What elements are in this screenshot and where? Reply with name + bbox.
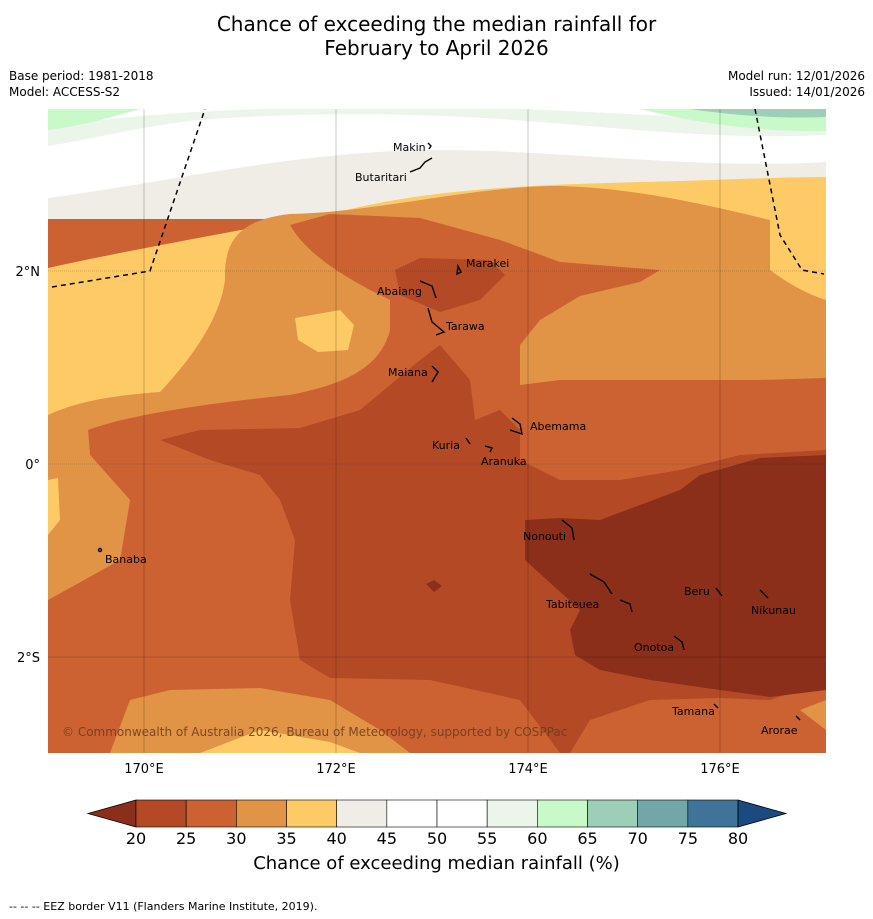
contour-35-40-sw xyxy=(48,478,60,535)
colorbar-tick-label: 75 xyxy=(678,829,698,848)
colorbar-tick-label: 50 xyxy=(427,829,447,848)
y-tick-label: 2°N xyxy=(16,265,41,280)
colorbar-tick-label: 65 xyxy=(577,829,597,848)
contour-35-40-south xyxy=(200,730,360,753)
contour-30-35-south xyxy=(110,688,410,753)
colorbar-tick-label: 40 xyxy=(326,829,346,848)
colorbar-tick-label: 55 xyxy=(477,829,497,848)
colorbar: 20 25 30 35 40 45 50 55 60 65 70 75 80 xyxy=(86,799,788,848)
colorbar-segment xyxy=(637,799,689,828)
contour-30-35-sw xyxy=(48,425,130,600)
contour-25-30-se xyxy=(570,690,826,753)
title-line-2: February to April 2026 xyxy=(324,36,549,60)
x-tick-label: 176°E xyxy=(700,762,740,777)
place-label: Tarawa xyxy=(445,320,485,333)
colorbar-title: Chance of exceeding median rainfall (%) xyxy=(253,853,620,874)
colorbar-segment xyxy=(436,799,488,828)
colorbar-tick-label: 35 xyxy=(276,829,296,848)
x-tick-label: 172°E xyxy=(316,762,356,777)
contour-50-55-north xyxy=(48,109,826,198)
place-label: Nonouti xyxy=(523,530,566,543)
colorbar-tick-label: 60 xyxy=(527,829,547,848)
contour-30-35-east xyxy=(555,272,826,392)
rainfall-probability-contours: Makin Butaritari Marakei Abaiang Tarawa … xyxy=(48,109,826,753)
colorbar-segment xyxy=(135,799,187,828)
colorbar-tick-label: 25 xyxy=(176,829,196,848)
colorbar-segment xyxy=(336,799,388,828)
colorbar-arrow-high xyxy=(737,799,788,828)
colorbar-tick-label: 70 xyxy=(627,829,647,848)
y-tick-label: 0° xyxy=(25,458,40,473)
chart-title: Chance of exceeding the median rainfall … xyxy=(0,12,873,60)
y-tick-label: 2°S xyxy=(17,651,40,666)
eez-legend-note: -- -- -- EEZ border V11 (Flanders Marine… xyxy=(9,900,318,913)
colorbar-segment xyxy=(185,799,237,828)
colorbar-segment xyxy=(587,799,638,828)
place-label: Arorae xyxy=(761,724,798,737)
y-axis-ticks: 2°N 0° 2°S xyxy=(16,265,41,666)
place-label: Abaiang xyxy=(377,285,422,298)
contour-35-40-island xyxy=(295,310,354,352)
place-label: Onotoa xyxy=(634,641,674,654)
place-label: Banaba xyxy=(105,553,147,566)
colorbar-segment xyxy=(286,799,337,828)
contour-65-70-ne xyxy=(690,109,826,118)
place-label: Abemama xyxy=(530,420,586,433)
copyright-notice: © Commonwealth of Australia 2026, Bureau… xyxy=(62,725,567,739)
place-label: Makin xyxy=(393,141,426,154)
colorbar-tick-label: 45 xyxy=(377,829,397,848)
contour-55-60-north xyxy=(48,109,826,146)
place-label: Aranuka xyxy=(481,455,527,468)
contour-60-65-nw xyxy=(48,109,140,130)
colorbar-segment xyxy=(687,799,739,828)
place-label: Tamana xyxy=(671,705,715,718)
colorbar-segment xyxy=(537,799,588,828)
place-label: Kuria xyxy=(432,439,460,452)
place-labels: Makin Butaritari Marakei Abaiang Tarawa … xyxy=(105,141,798,737)
place-label: Maiana xyxy=(388,366,428,379)
place-label: Nikunau xyxy=(751,604,796,617)
island-outlines xyxy=(97,142,801,721)
contour-50-55-gap xyxy=(48,109,826,126)
model-name: Model: ACCESS-S2 xyxy=(9,85,121,99)
contour-20-25-north xyxy=(395,258,505,312)
colorbar-segment xyxy=(236,799,287,828)
map-figure: Makin Butaritari Marakei Abaiang Tarawa … xyxy=(16,109,826,848)
meta-right: Model run: 12/01/2026 Issued: 14/01/2026 xyxy=(728,68,865,100)
contour-below-20-blip xyxy=(426,580,442,592)
title-line-1: Chance of exceeding the median rainfall … xyxy=(216,12,657,36)
eez-border-east xyxy=(754,109,825,275)
graticule xyxy=(48,109,826,753)
colorbar-segment xyxy=(486,799,538,828)
place-label: Beru xyxy=(684,585,710,598)
contour-30-35-se xyxy=(800,700,826,730)
model-run: Model run: 12/01/2026 xyxy=(727,69,865,83)
meta-left: Base period: 1981-2018 Model: ACCESS-S2 xyxy=(9,68,154,100)
base-period: Base period: 1981-2018 xyxy=(9,69,154,83)
colorbar-tick-label: 80 xyxy=(728,829,748,848)
x-axis-ticks: 170°E 172°E 174°E 176°E xyxy=(124,762,740,777)
place-label: Marakei xyxy=(466,257,509,270)
place-label: Butaritari xyxy=(355,171,407,184)
x-tick-label: 170°E xyxy=(124,762,164,777)
place-label: Tabiteuea xyxy=(545,598,599,611)
colorbar-tick-label: 20 xyxy=(126,829,146,848)
x-tick-label: 174°E xyxy=(508,762,548,777)
colorbar-arrow-low xyxy=(86,799,137,828)
issued-date: Issued: 14/01/2026 xyxy=(749,85,865,99)
colorbar-segment xyxy=(386,799,438,828)
colorbar-tick-label: 30 xyxy=(226,829,246,848)
contour-below-20 xyxy=(525,455,826,753)
eez-border-west xyxy=(51,109,206,288)
